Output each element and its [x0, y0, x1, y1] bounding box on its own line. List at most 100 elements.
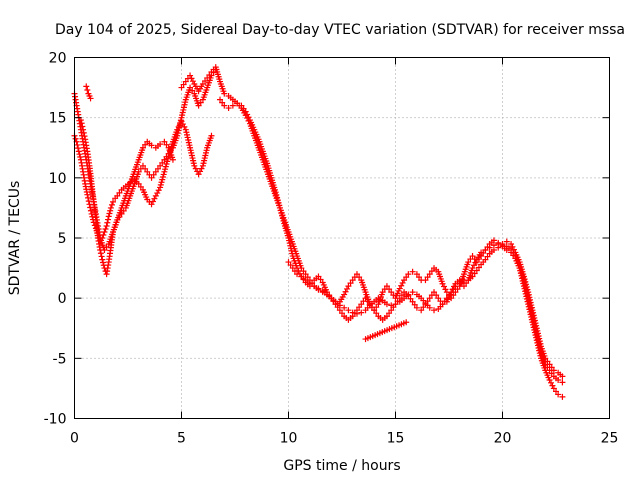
data-point [550, 385, 557, 392]
data-point [157, 141, 164, 148]
data-point [424, 274, 431, 281]
data-point [217, 96, 224, 103]
data-point [482, 247, 489, 254]
data-point [169, 156, 176, 163]
data-point [330, 298, 337, 305]
data-point [495, 241, 502, 248]
y-tick-label: 5 [58, 231, 67, 247]
data-point [105, 216, 112, 223]
data-point [549, 382, 556, 389]
data-point [555, 376, 562, 383]
y-tick-label: 20 [49, 51, 67, 67]
data-point [159, 174, 166, 181]
data-point [189, 87, 196, 94]
data-point [473, 267, 480, 274]
data-point [510, 252, 517, 259]
data-marks [71, 64, 566, 400]
data-point [392, 301, 399, 308]
data-point [219, 99, 226, 106]
data-point [187, 84, 194, 91]
data-point [197, 168, 204, 175]
data-point [416, 274, 423, 281]
data-point [204, 74, 211, 81]
data-point [486, 244, 493, 251]
data-point [428, 268, 435, 275]
data-point [460, 283, 467, 290]
data-point [349, 277, 356, 284]
data-point [469, 253, 476, 260]
data-point [83, 83, 90, 90]
data-point [150, 171, 157, 178]
data-point [107, 204, 114, 211]
data-point [347, 280, 354, 287]
data-point [277, 207, 284, 214]
data-point [114, 192, 121, 199]
data-point [351, 310, 358, 317]
data-point [72, 135, 79, 142]
data-point [317, 276, 324, 283]
data-point [353, 307, 360, 314]
data-point [339, 310, 345, 317]
data-point [192, 165, 199, 172]
x-tick-label: 20 [494, 431, 512, 447]
data-point [403, 274, 410, 281]
data-point [441, 283, 448, 290]
data-point [120, 207, 127, 214]
data-point [180, 81, 187, 88]
data-point [202, 77, 209, 84]
data-point [110, 198, 117, 205]
data-point [87, 95, 94, 102]
data-point [74, 141, 81, 148]
data-point [221, 90, 228, 97]
data-point [478, 249, 485, 256]
data-point [484, 253, 491, 260]
data-point [160, 171, 167, 178]
data-point [548, 364, 555, 371]
data-point [279, 212, 286, 219]
x-tick-label: 10 [280, 431, 298, 447]
data-point [104, 219, 111, 226]
data-point [409, 298, 416, 305]
data-point [81, 133, 88, 140]
data-point [274, 194, 281, 201]
data-point [78, 120, 85, 127]
data-point [399, 279, 406, 286]
data-point [161, 156, 168, 163]
data-point [159, 159, 166, 166]
data-point [411, 301, 418, 308]
data-point [431, 307, 438, 314]
data-point [426, 295, 433, 302]
data-point [424, 298, 431, 305]
data-point [368, 304, 375, 311]
x-axis-label: GPS time / hours [283, 458, 400, 474]
data-point [508, 249, 515, 256]
data-point [116, 189, 123, 196]
data-point [471, 270, 478, 277]
y-tick-labels: -10 -5 0 5 10 15 20 [44, 51, 67, 428]
data-point [456, 277, 463, 284]
data-point [431, 289, 438, 296]
grid [74, 57, 610, 419]
x-tick-labels: 0 5 10 15 20 25 [70, 431, 618, 447]
data-point [439, 301, 446, 308]
data-point [472, 259, 479, 266]
y-tick-label: 0 [58, 291, 67, 307]
data-point [403, 319, 410, 326]
data-point [349, 313, 356, 320]
data-point [390, 304, 397, 311]
data-point [198, 165, 205, 172]
y-tick-label: -10 [44, 412, 67, 428]
data-point [197, 99, 204, 106]
data-point [386, 310, 393, 317]
data-point [306, 280, 313, 287]
data-point [80, 129, 87, 136]
data-point [315, 273, 322, 280]
data-point [199, 80, 206, 87]
data-point [195, 102, 202, 109]
data-point [336, 307, 343, 314]
data-point [442, 286, 449, 293]
data-point [388, 307, 395, 314]
data-point [289, 265, 296, 272]
y-axis-label: SDTVAR / TECUs [7, 181, 23, 296]
data-point [137, 183, 144, 190]
